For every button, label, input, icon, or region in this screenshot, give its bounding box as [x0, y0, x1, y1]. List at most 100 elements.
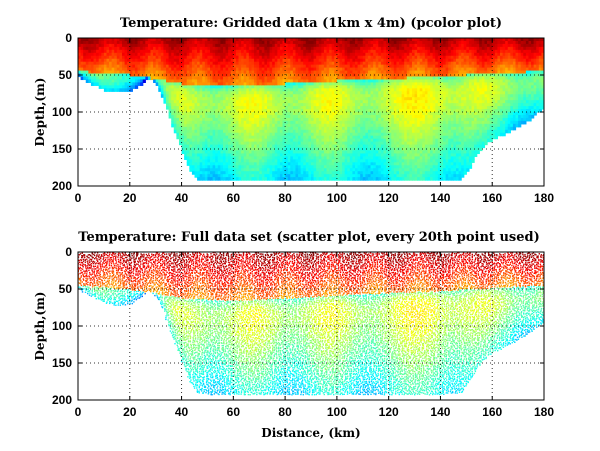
heatmap-cell [318, 88, 322, 92]
heatmap-cell [191, 55, 196, 60]
heatmap-cell [406, 132, 410, 137]
heatmap-cell [122, 52, 126, 57]
heatmap-cell [235, 165, 240, 169]
heatmap-cell [197, 79, 201, 83]
heatmap-cell [305, 76, 310, 81]
heatmap-cell [207, 61, 211, 66]
heatmap-cell [404, 171, 408, 175]
heatmap-cell [217, 153, 221, 157]
heatmap-cell [186, 38, 190, 42]
heatmap-cell [386, 129, 390, 134]
heatmap-cell [248, 52, 253, 57]
heatmap-cell [300, 150, 304, 155]
heatmap-cell [279, 67, 284, 72]
heatmap-cell [93, 55, 97, 60]
heatmap-cell [329, 135, 333, 140]
heatmap-cell [399, 144, 403, 149]
heatmap-cell [215, 159, 219, 163]
heatmap-cell [329, 171, 333, 175]
heatmap-cell [98, 40, 102, 45]
heatmap-cell [147, 64, 152, 69]
heatmap-cell [210, 64, 214, 69]
heatmap-cell [282, 38, 286, 42]
heatmap-cell [323, 79, 328, 83]
heatmap-cell [326, 141, 330, 146]
heatmap-cell [259, 165, 263, 169]
heatmap-cell [204, 153, 209, 157]
heatmap-cell [220, 135, 224, 140]
heatmap-cell [383, 112, 387, 116]
heatmap-cell [373, 150, 377, 155]
heatmap-cell [132, 64, 136, 69]
heatmap-cell [116, 38, 121, 42]
heatmap-cell [176, 103, 180, 107]
heatmap-cell [207, 70, 211, 75]
heatmap-cell [300, 55, 304, 60]
heatmap-cell [158, 58, 162, 63]
heatmap-cell [256, 132, 260, 137]
heatmap-cell [274, 168, 278, 172]
heatmap-cell [256, 165, 260, 169]
heatmap-cell [357, 61, 361, 66]
heatmap-cell [238, 135, 242, 140]
heatmap-cell [264, 88, 268, 92]
heatmap-cell [321, 67, 325, 72]
heatmap-cell [380, 100, 385, 104]
heatmap-cell [243, 123, 247, 128]
heatmap-cell [197, 76, 201, 81]
heatmap-cell [272, 109, 276, 113]
heatmap-cell [282, 114, 286, 119]
heatmap-cell [355, 153, 359, 157]
heatmap-cell [158, 40, 162, 45]
heatmap-cell [285, 38, 289, 42]
heatmap-cell [210, 79, 214, 83]
heatmap-cell [243, 85, 247, 89]
heatmap-cell [334, 147, 338, 152]
heatmap-cell [220, 141, 224, 146]
heatmap-cell [248, 138, 253, 143]
heatmap-cell [316, 94, 320, 98]
heatmap-cell [202, 38, 206, 42]
heatmap-cell [279, 117, 284, 122]
heatmap-cell [106, 46, 110, 51]
heatmap-cell [171, 88, 175, 92]
heatmap-cell [336, 106, 341, 110]
heatmap-cell [380, 70, 385, 75]
heatmap-cell [134, 58, 139, 63]
heatmap-cell [355, 138, 359, 143]
heatmap-cell [272, 159, 276, 163]
heatmap-cell [380, 150, 385, 155]
heatmap-cell [272, 153, 276, 157]
heatmap-cell [357, 120, 361, 125]
heatmap-cell [222, 88, 227, 92]
heatmap-cell [189, 156, 193, 160]
heatmap-cell [401, 126, 405, 131]
heatmap-cell [254, 100, 258, 104]
heatmap-cell [399, 64, 403, 69]
heatmap-cell [362, 129, 366, 134]
heatmap-cell [292, 129, 297, 134]
heatmap-cell [316, 177, 320, 181]
heatmap-cell [277, 144, 281, 149]
heatmap-cell [186, 129, 190, 134]
heatmap-cell [210, 171, 214, 175]
heatmap-cell [277, 100, 281, 104]
heatmap-cell [295, 46, 299, 51]
heatmap-cell [254, 64, 258, 69]
heatmap-cell [269, 135, 273, 140]
heatmap-cell [370, 156, 374, 160]
heatmap-cell [308, 85, 312, 89]
heatmap-cell [370, 120, 374, 125]
heatmap-cell [202, 46, 206, 51]
heatmap-cell [303, 52, 307, 57]
heatmap-cell [220, 55, 224, 60]
heatmap-cell [287, 52, 291, 57]
heatmap-cell [147, 76, 152, 81]
heatmap-cell [373, 120, 377, 125]
heatmap-cell [406, 52, 410, 57]
heatmap-cell [339, 85, 343, 89]
heatmap-cell [287, 97, 291, 101]
heatmap-cell [316, 174, 320, 178]
heatmap-cell [298, 70, 302, 75]
heatmap-cell [334, 106, 338, 110]
